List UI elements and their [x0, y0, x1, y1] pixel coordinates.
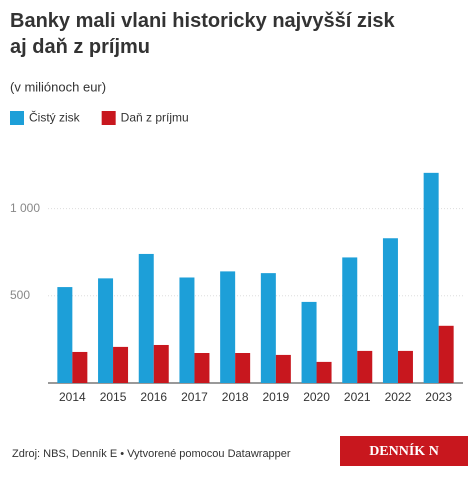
bar	[153, 344, 169, 383]
bar	[57, 287, 73, 383]
bar	[316, 361, 332, 383]
chart-subtitle: (v miliónoch eur)	[10, 79, 106, 94]
bar	[260, 273, 276, 383]
bar	[98, 278, 114, 383]
bar	[357, 350, 373, 383]
chart-title: Banky mali vlani historicky najvyšší zis…	[10, 10, 396, 58]
x-tick-label: 2019	[262, 390, 289, 404]
bar	[72, 351, 88, 383]
legend-swatch	[10, 111, 24, 125]
source: Zdroj: NBS, Denník E • Vytvorené pomocou…	[12, 448, 291, 460]
x-tick-label: 2022	[385, 390, 412, 404]
bar	[220, 271, 236, 383]
bar	[438, 325, 454, 383]
bar	[423, 172, 439, 383]
x-tick-label: 2020	[303, 390, 330, 404]
bar	[275, 354, 291, 383]
y-tick-label: 1 000	[10, 201, 40, 215]
bar	[235, 353, 251, 383]
x-tick-label: 2018	[222, 390, 249, 404]
bar	[179, 277, 195, 383]
bar	[113, 346, 129, 383]
x-tick-label: 2021	[344, 390, 371, 404]
bar	[382, 238, 398, 383]
bar	[138, 253, 154, 383]
x-tick-label: 2015	[100, 390, 127, 404]
bar	[342, 257, 358, 383]
legend-label: Daň z príjmu	[121, 111, 189, 125]
logo: DENNÍK N	[369, 442, 439, 459]
x-tick-label: 2016	[140, 390, 167, 404]
legend-swatch	[101, 111, 116, 125]
bar	[301, 301, 317, 383]
x-tick-label: 2017	[181, 390, 208, 404]
x-tick-label: 2014	[59, 390, 86, 404]
legend-label: Čistý zisk	[29, 110, 81, 125]
x-tick-label: 2023	[425, 390, 452, 404]
bar	[397, 350, 413, 383]
logo-box	[340, 436, 468, 466]
y-tick-label: 500	[10, 288, 30, 302]
bar	[194, 353, 210, 383]
